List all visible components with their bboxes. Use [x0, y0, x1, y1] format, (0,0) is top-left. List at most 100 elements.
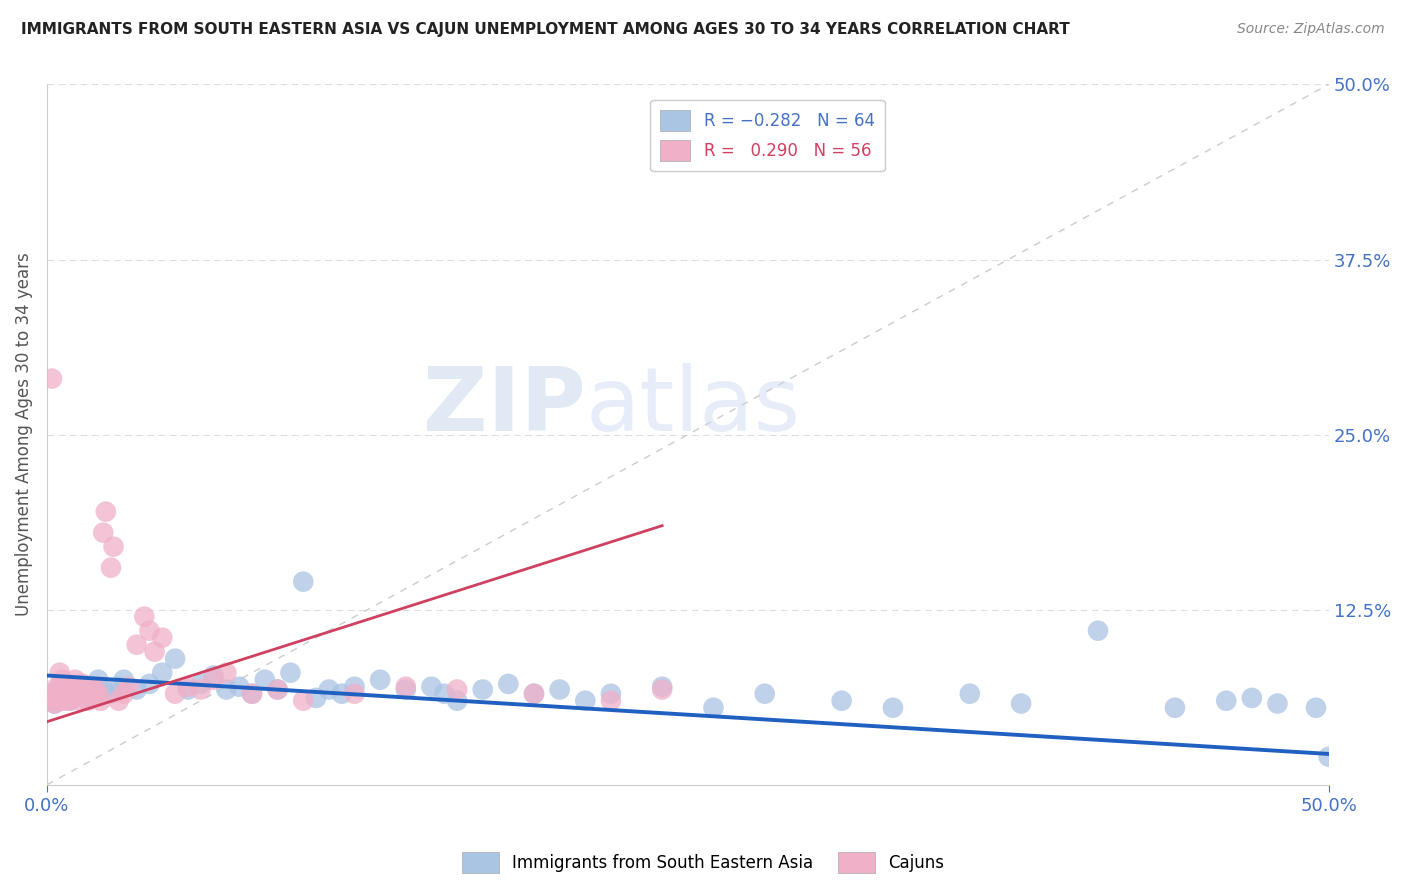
Point [87, 687, 110, 701]
Point [48, 680, 70, 694]
Point [138, 624, 160, 638]
Point [1087, 624, 1109, 638]
Point [62, 682, 84, 697]
Point [1240, 690, 1263, 705]
Point [600, 687, 623, 701]
Point [292, 694, 315, 708]
Point [138, 677, 160, 691]
Point [84, 682, 107, 697]
Point [215, 682, 238, 697]
Point [94, 505, 117, 519]
Point [523, 687, 546, 701]
Point [46, 690, 69, 705]
Point [240, 687, 263, 701]
Point [103, 540, 125, 554]
Point [548, 682, 571, 697]
Point [523, 687, 546, 701]
Point [150, 665, 173, 680]
Point [143, 645, 166, 659]
Point [190, 677, 212, 691]
Point [754, 687, 776, 701]
Point [190, 682, 212, 697]
Point [330, 687, 353, 701]
Point [63, 682, 86, 697]
Point [134, 609, 156, 624]
Point [62, 690, 84, 705]
Point [1010, 697, 1032, 711]
Point [82, 690, 104, 705]
Point [87, 673, 110, 687]
Point [433, 687, 456, 701]
Point [702, 700, 724, 714]
Point [280, 665, 302, 680]
Y-axis label: Unemployment Among Ages 30 to 34 years: Unemployment Among Ages 30 to 34 years [15, 252, 32, 616]
Point [165, 651, 187, 665]
Point [107, 694, 129, 708]
Point [69, 694, 91, 708]
Point [202, 673, 225, 687]
Point [66, 687, 89, 701]
Point [305, 690, 328, 705]
Point [1317, 749, 1340, 764]
Point [651, 682, 673, 697]
Point [69, 687, 91, 701]
Point [831, 694, 853, 708]
Point [651, 680, 673, 694]
Point [56, 677, 79, 691]
Point [125, 682, 148, 697]
Point [44, 687, 66, 701]
Point [69, 682, 91, 697]
Point [228, 680, 250, 694]
Point [318, 682, 340, 697]
Point [51, 673, 73, 687]
Point [574, 694, 596, 708]
Point [44, 697, 66, 711]
Point [112, 673, 135, 687]
Point [253, 673, 276, 687]
Point [63, 690, 86, 704]
Point [177, 682, 200, 697]
Point [343, 687, 366, 701]
Text: Source: ZipAtlas.com: Source: ZipAtlas.com [1237, 22, 1385, 37]
Point [63, 673, 86, 687]
Point [100, 560, 122, 574]
Point [150, 631, 173, 645]
Point [59, 694, 82, 708]
Point [1305, 700, 1327, 714]
Point [266, 682, 288, 697]
Point [53, 694, 76, 708]
Point [420, 680, 443, 694]
Point [41, 371, 63, 385]
Text: IMMIGRANTS FROM SOUTH EASTERN ASIA VS CAJUN UNEMPLOYMENT AMONG AGES 30 TO 34 YEA: IMMIGRANTS FROM SOUTH EASTERN ASIA VS CA… [21, 22, 1070, 37]
Point [44, 697, 66, 711]
Point [395, 682, 418, 697]
Point [72, 677, 94, 691]
Point [395, 680, 418, 694]
Point [62, 680, 84, 694]
Point [202, 668, 225, 682]
Point [266, 682, 288, 697]
Point [215, 665, 238, 680]
Point [77, 694, 100, 708]
Legend: R = −0.282   N = 64, R =   0.290   N = 56: R = −0.282 N = 64, R = 0.290 N = 56 [650, 100, 884, 171]
Point [1215, 694, 1237, 708]
Point [53, 687, 76, 701]
Point [446, 694, 468, 708]
Point [77, 682, 100, 697]
Point [100, 687, 122, 701]
Point [1164, 700, 1187, 714]
Point [118, 680, 141, 694]
Point [41, 687, 63, 701]
Point [240, 687, 263, 701]
Point [959, 687, 981, 701]
Point [82, 680, 104, 694]
Point [107, 680, 129, 694]
Point [91, 682, 114, 697]
Text: ZIP: ZIP [423, 363, 585, 450]
Point [125, 638, 148, 652]
Point [46, 680, 69, 694]
Point [882, 700, 904, 714]
Text: atlas: atlas [585, 363, 800, 450]
Point [368, 673, 391, 687]
Point [56, 677, 79, 691]
